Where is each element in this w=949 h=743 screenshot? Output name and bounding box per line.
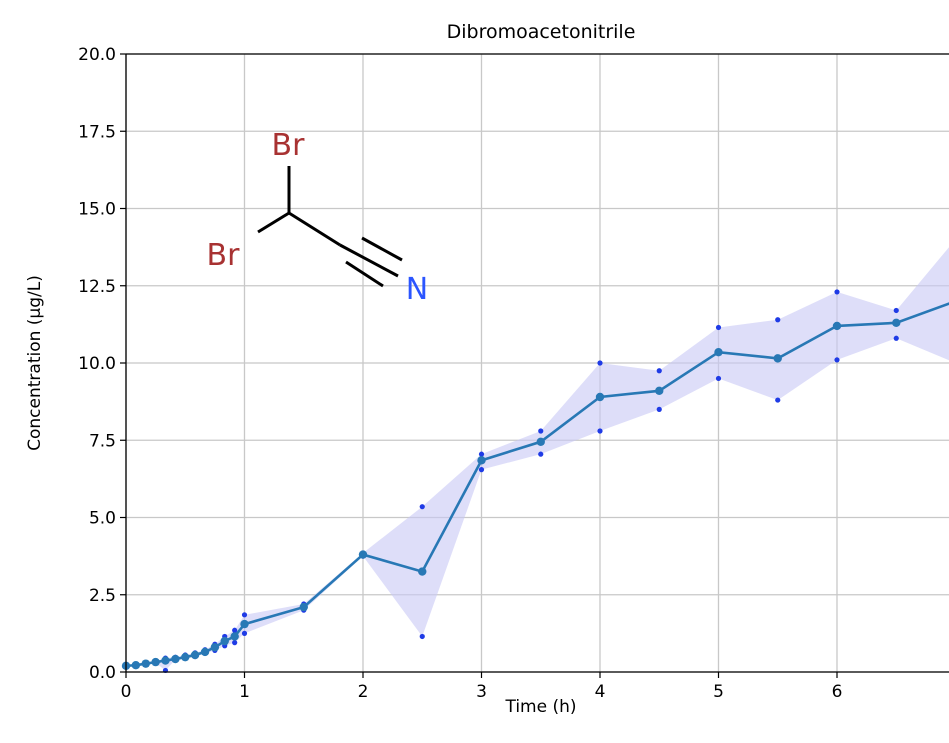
mean-point [892,318,901,328]
mean-point [832,321,842,331]
atom-br-left: Br [207,238,241,273]
bond-c-br-left [257,211,290,234]
mean-point [181,652,190,662]
replicate-point-upper [834,289,840,295]
replicate-point-upper [538,428,544,434]
replicate-point-upper [775,317,781,323]
replicate-point-upper [715,324,722,331]
y-tick-label: 5.0 [89,509,116,529]
atom-br-top: Br [272,128,306,163]
molecule-structure: Br Br N [207,128,429,307]
x-tick-label: 2 [358,682,369,702]
mean-point [230,632,239,641]
triple-bond-2 [361,236,403,262]
y-tick-label: 12.5 [78,277,116,297]
replicate-point-lower [834,357,840,363]
chart-title: Dibromoacetonitrile [447,21,636,43]
replicate-point-upper [419,504,425,510]
replicate-point-lower [538,451,544,457]
y-axis-label: Concentration (µg/L) [25,275,45,451]
mean-point [200,647,210,657]
mean-point [131,661,141,670]
replicate-point-lower [597,428,603,434]
x-tick-label: 6 [832,682,843,702]
replicate-point-lower [419,633,425,640]
mean-point [151,657,160,667]
mean-point [240,619,249,629]
x-tick-label: 1 [239,682,250,702]
bond-c-c [288,211,341,247]
x-tick-label: 3 [476,682,487,702]
triple-bond-1 [339,243,399,278]
replicate-point-upper [232,627,238,633]
replicate-point-upper [241,612,248,618]
triple-bond-3 [345,260,384,288]
replicate-point-lower [478,467,485,473]
mean-point [220,636,229,646]
y-ticks: 0.0 2.5 5.0 7.5 10.0 12.5 15.0 17.5 20.0 [78,45,126,683]
mean-point [536,437,545,446]
y-tick-label: 17.5 [78,122,116,142]
replicate-point-upper [893,307,899,314]
atom-n: N [406,272,428,307]
x-tick-label: 5 [713,682,724,702]
x-tick-label: 0 [121,682,132,702]
mean-point [477,456,486,465]
y-tick-label: 0.0 [89,663,116,683]
mean-point [655,386,664,396]
replicate-point-upper [597,360,603,366]
mean-point [714,347,723,357]
mean-point [358,550,368,559]
mean-point [161,656,170,665]
x-axis-label: Time (h) [504,697,576,717]
replicate-point-lower [232,640,238,646]
y-tick-label: 15.0 [78,200,116,220]
mean-point [595,392,605,402]
confidence-band [126,247,949,671]
replicate-point-lower [715,375,722,382]
x-ticks: 0 1 2 3 4 5 6 [121,672,843,702]
mean-point [299,602,308,612]
mean-point [773,354,782,363]
replicate-point-lower [241,630,248,636]
replicate-point-lower [656,406,662,412]
y-tick-label: 20.0 [78,45,116,65]
variability-band [126,247,949,671]
y-tick-label: 10.0 [78,354,116,374]
mean-point [210,643,220,652]
x-tick-label: 4 [595,682,606,702]
replicate-point-lower [775,397,781,403]
replicate-point-lower [893,335,899,341]
replicate-point-upper [478,451,485,457]
replicate-point-upper [656,368,662,374]
mean-point [141,659,150,668]
mean-point [418,567,427,576]
y-tick-label: 7.5 [89,431,116,451]
mean-point [171,654,180,664]
mean-point [190,650,200,660]
data-points [121,289,901,674]
y-tick-label: 2.5 [89,586,116,606]
